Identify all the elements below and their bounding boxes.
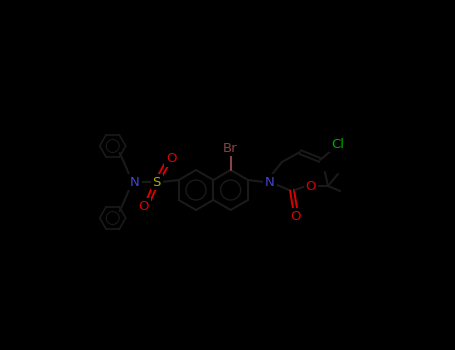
Text: S: S xyxy=(152,175,161,189)
Text: O: O xyxy=(291,210,301,223)
Text: O: O xyxy=(306,180,316,193)
Text: N: N xyxy=(130,175,140,189)
Text: O: O xyxy=(167,153,177,166)
Text: Cl: Cl xyxy=(331,138,344,150)
Text: O: O xyxy=(138,199,149,212)
Text: Br: Br xyxy=(222,141,237,154)
Text: N: N xyxy=(265,175,275,189)
